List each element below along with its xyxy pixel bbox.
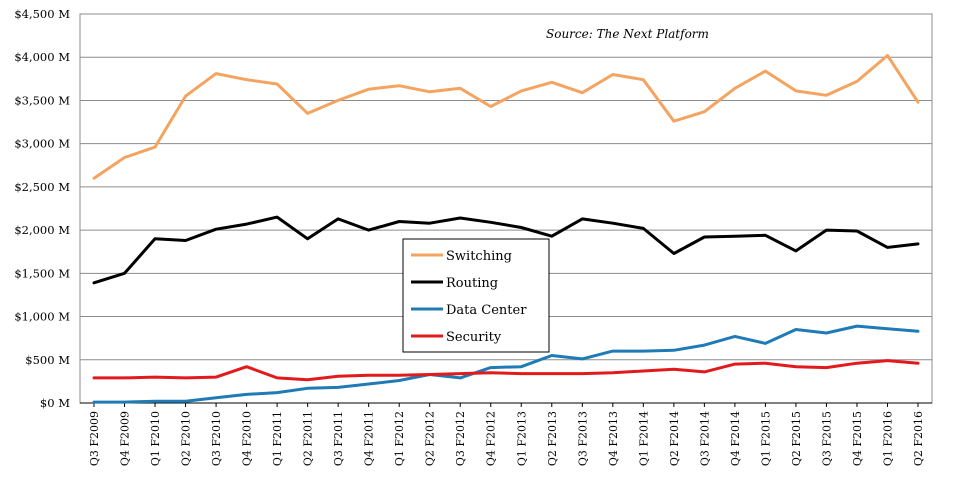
- legend-label-switching: Switching: [446, 249, 512, 264]
- series-line-routing: [92, 215, 920, 285]
- legend-label-security: Security: [446, 330, 502, 345]
- y-tick-label: $500 M: [25, 353, 70, 367]
- x-tick-label: Q1 F2014: [637, 411, 650, 466]
- x-tick-label: Q2 F2014: [668, 411, 681, 466]
- y-tick-label: $0 M: [40, 396, 70, 410]
- x-tick-label: Q4 F2015: [851, 411, 864, 466]
- x-tick-label: Q3 F2014: [698, 411, 711, 466]
- x-tick-label: Q1 F2012: [393, 411, 406, 466]
- y-tick-label: $4,500 M: [14, 7, 70, 21]
- x-tick-label: Q1 F2015: [759, 411, 772, 466]
- x-tick-label: Q2 F2011: [302, 411, 315, 466]
- x-tick-label: Q1 F2013: [515, 411, 528, 466]
- y-tick-label: $2,000 M: [14, 223, 70, 237]
- series-line-data-center: [92, 324, 920, 404]
- x-tick-label: Q1 F2011: [271, 411, 284, 466]
- x-tick-label: Q2 F2012: [424, 411, 437, 466]
- y-tick-label: $4,000 M: [14, 50, 70, 64]
- x-tick-label: Q4 F2011: [363, 411, 376, 466]
- y-axis-tick-labels: $0 M $500 M $1,000 M $1,500 M $2,000 M $2,500…: [14, 7, 70, 410]
- x-tick-label: Q3 F2015: [820, 411, 833, 466]
- legend-box: [402, 238, 550, 353]
- x-tick-label: Q3 F2011: [332, 411, 345, 466]
- legend-label-routing: Routing: [446, 276, 498, 291]
- x-tick-label: Q1 F2010: [149, 411, 162, 466]
- x-tick-label: Q4 F2014: [729, 411, 742, 466]
- x-tick-label: Q4 F2013: [607, 411, 620, 466]
- series-line-switching: [92, 54, 920, 180]
- source-annotation: Source: The Next Platform: [546, 27, 709, 41]
- x-tick-label: Q2 F2016: [912, 411, 925, 466]
- x-tick-label: Q2 F2013: [546, 411, 559, 466]
- legend: Switching Routing Data Center Security: [402, 238, 550, 353]
- y-tick-label: $1,500 M: [14, 266, 70, 280]
- x-tick-label: Q4 F2012: [485, 411, 498, 466]
- x-tick-label: Q3 F2010: [210, 411, 223, 466]
- x-tick-label: Q2 F2015: [790, 411, 803, 466]
- series-lines: [92, 54, 920, 404]
- x-tick-label: Q3 F2012: [454, 411, 467, 466]
- x-tick-label: Q3 F2013: [576, 411, 589, 466]
- legend-label-data-center: Data Center: [446, 303, 527, 318]
- x-tick-label: Q1 F2016: [881, 411, 894, 466]
- x-tick-label: Q2 F2010: [180, 411, 193, 466]
- series-line-security: [92, 359, 920, 382]
- y-tick-label: $1,000 M: [14, 310, 70, 324]
- x-tick-label: Q4 F2009: [119, 411, 132, 466]
- x-axis-tick-labels: Q3 F2009 Q4 F2009 Q1 F2010 Q2 F2010 Q3 F2010…: [88, 403, 925, 466]
- x-tick-label: Q4 F2010: [241, 411, 254, 466]
- y-tick-label: $3,000 M: [14, 137, 70, 151]
- x-tick-label: Q3 F2009: [88, 411, 101, 466]
- axes: [79, 13, 933, 404]
- y-tick-label: $3,500 M: [14, 93, 70, 107]
- y-tick-label: $2,500 M: [14, 180, 70, 194]
